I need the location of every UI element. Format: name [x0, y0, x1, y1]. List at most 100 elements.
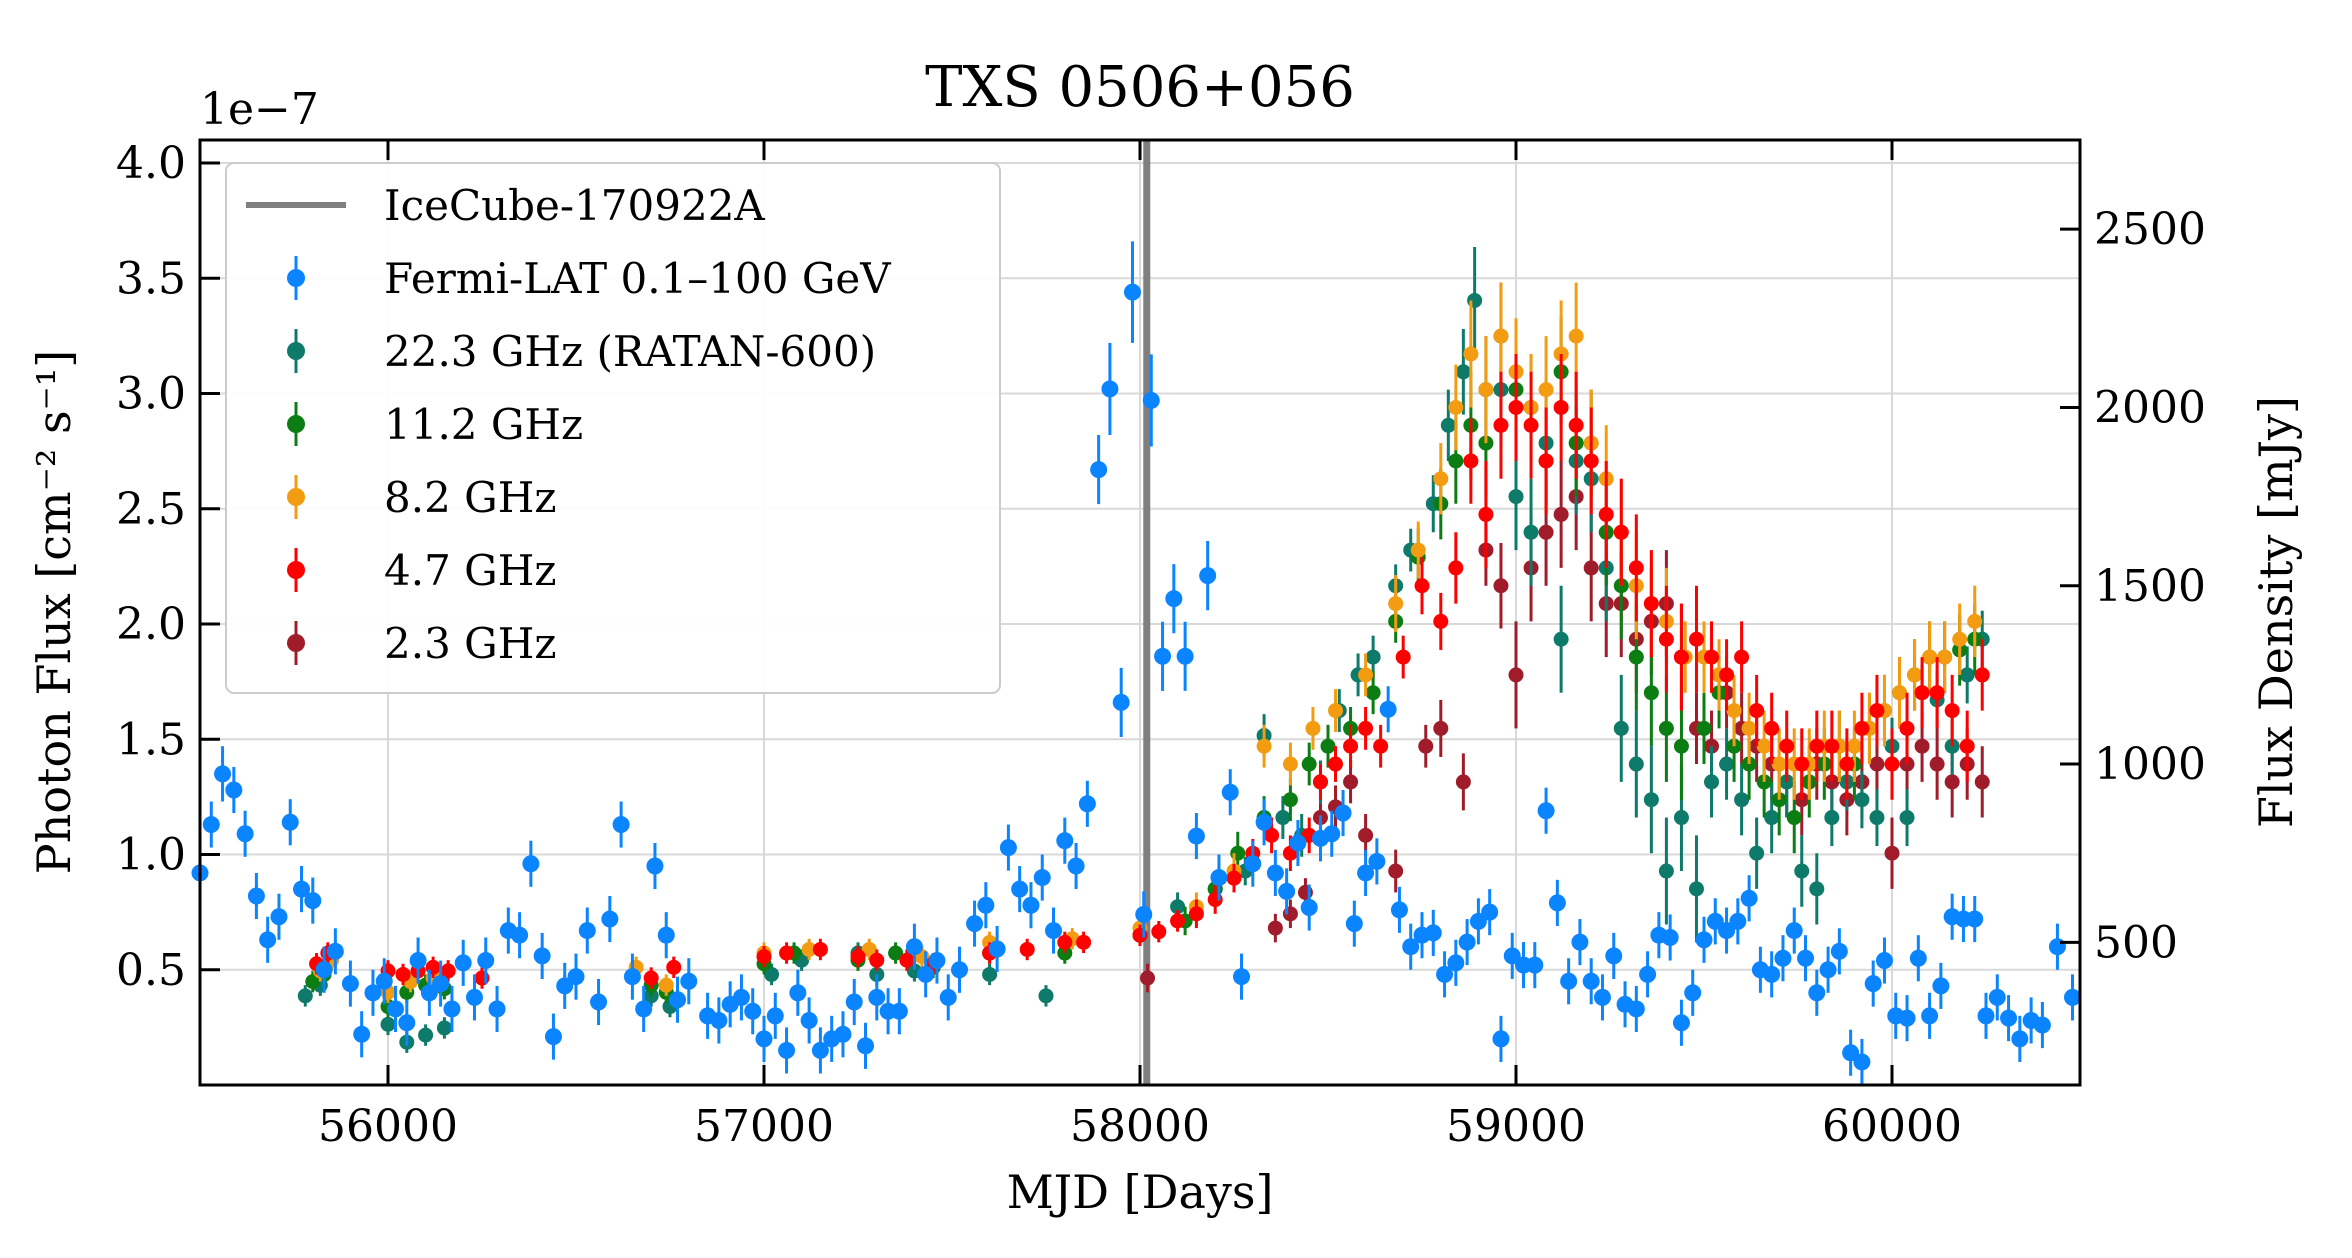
x-tick-label: 58000 — [1070, 1101, 1210, 1152]
series-4 — [309, 353, 1990, 989]
data-point — [1756, 738, 1772, 754]
left-y-axis-label: Photon Flux [cm⁻² s⁻¹] — [27, 350, 81, 874]
data-point — [905, 938, 923, 956]
data-point — [1921, 1007, 1939, 1025]
data-point — [1808, 984, 1826, 1002]
data-point — [1244, 855, 1262, 873]
data-point — [1764, 720, 1780, 736]
data-point — [1779, 738, 1795, 754]
data-point — [1627, 1000, 1645, 1018]
data-point — [1455, 774, 1471, 790]
data-point — [1875, 952, 1893, 970]
data-point — [1343, 774, 1359, 790]
data-point — [2048, 938, 2066, 956]
data-point — [1328, 703, 1344, 719]
legend-label: 8.2 GHz — [384, 473, 556, 522]
data-point — [666, 959, 682, 975]
data-point — [1289, 834, 1307, 852]
data-point — [1067, 857, 1085, 875]
data-point — [304, 892, 322, 910]
data-point — [800, 1011, 818, 1029]
data-point — [1809, 738, 1825, 754]
data-point — [1639, 965, 1657, 983]
data-point — [1706, 912, 1724, 930]
data-point — [2063, 988, 2081, 1006]
data-point — [951, 961, 969, 979]
data-point — [1794, 863, 1810, 879]
data-point — [1151, 924, 1167, 940]
data-point — [293, 880, 311, 898]
data-point — [1937, 649, 1953, 665]
data-point — [1854, 792, 1870, 808]
data-point — [1786, 810, 1802, 826]
data-point — [966, 915, 984, 933]
legend-label: 4.7 GHz — [384, 546, 556, 595]
data-point — [1493, 328, 1509, 344]
data-point — [2011, 1030, 2029, 1048]
data-point — [364, 984, 382, 1002]
data-point — [1334, 804, 1352, 822]
data-point — [590, 993, 608, 1011]
legend-label-icecube: IceCube-170922A — [384, 181, 765, 230]
data-point — [1688, 881, 1704, 897]
data-point — [1221, 783, 1239, 801]
data-point — [236, 825, 254, 843]
data-point — [1278, 882, 1296, 900]
legend-swatch-marker — [287, 269, 305, 287]
legend-box — [225, 162, 1001, 694]
data-point — [1553, 399, 1569, 415]
data-point — [811, 1041, 829, 1059]
data-point — [522, 855, 540, 873]
data-point — [1478, 382, 1494, 398]
legend-series-entries: Fermi-LAT 0.1–100 GeV 22.3 GHz (RATAN-600… — [287, 254, 891, 668]
right-y-tick-label: 2500 — [2094, 204, 2206, 255]
data-point — [1388, 596, 1404, 612]
data-point — [1658, 863, 1674, 879]
data-point — [1628, 649, 1644, 665]
data-point — [1929, 756, 1945, 772]
data-point — [999, 839, 1017, 857]
data-point — [812, 941, 828, 957]
legend-label: 2.3 GHz — [384, 619, 556, 668]
data-point — [225, 781, 243, 799]
data-point — [755, 1030, 773, 1048]
data-point — [1135, 905, 1153, 923]
data-point — [1526, 956, 1544, 974]
data-point — [1508, 399, 1524, 415]
data-point — [1797, 949, 1815, 967]
data-point — [1613, 524, 1629, 540]
data-point — [380, 1016, 396, 1032]
data-point — [1523, 524, 1539, 540]
data-point — [1643, 685, 1659, 701]
data-point — [1729, 912, 1747, 930]
data-point — [1448, 399, 1464, 415]
data-point — [1869, 703, 1885, 719]
data-point — [1358, 720, 1374, 736]
data-point — [1643, 596, 1659, 612]
data-point — [1112, 693, 1130, 711]
data-point — [281, 813, 299, 831]
data-point — [1078, 795, 1096, 813]
data-point — [1568, 417, 1584, 433]
data-point — [1704, 774, 1720, 790]
data-point — [1824, 810, 1840, 826]
left-y-tick-label: 2.0 — [116, 599, 186, 650]
data-point — [1658, 631, 1674, 647]
data-point — [1433, 720, 1449, 736]
data-point — [1718, 922, 1736, 940]
data-point — [1944, 703, 1960, 719]
data-point — [1763, 965, 1781, 983]
data-point — [657, 926, 675, 944]
data-point — [861, 941, 877, 957]
right-y-tick-label: 2000 — [2094, 382, 2206, 433]
data-point — [436, 1020, 452, 1036]
data-point — [1966, 910, 1984, 928]
data-point — [857, 1037, 875, 1055]
data-point — [270, 908, 288, 926]
data-point — [1142, 391, 1160, 409]
data-point — [1345, 915, 1363, 933]
data-point — [1508, 489, 1524, 505]
data-point — [1266, 864, 1284, 882]
data-point — [1628, 756, 1644, 772]
data-point — [1785, 922, 1803, 940]
